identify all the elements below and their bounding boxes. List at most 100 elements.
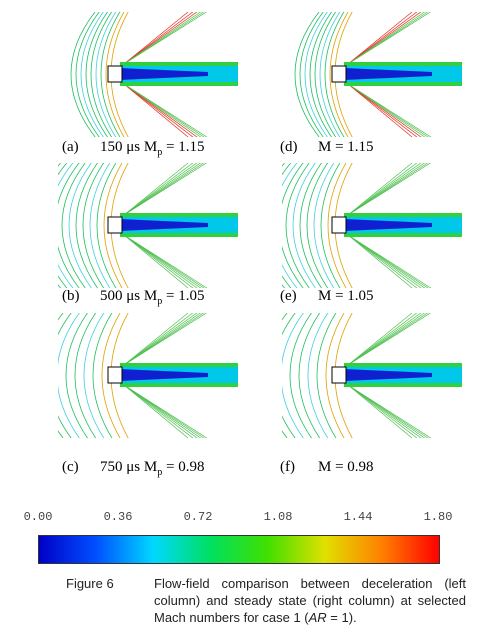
contour-line	[289, 313, 313, 438]
panel-label: (a)	[62, 139, 79, 155]
panel-caption: (f) M = 0.98	[280, 459, 374, 476]
contour-line	[61, 163, 86, 288]
contour-line	[347, 234, 413, 288]
colorbar-tick-label: 1.08	[263, 510, 293, 524]
contour-line	[123, 163, 205, 216]
body	[331, 216, 347, 234]
contour-line	[92, 313, 113, 438]
contour-line	[285, 163, 310, 288]
contour-line	[309, 12, 333, 137]
body	[331, 366, 347, 384]
contour-line	[347, 234, 418, 288]
colorbar-tick-label: 0.72	[183, 510, 213, 524]
panel-symbol: M	[143, 288, 158, 304]
contour-line	[123, 234, 194, 288]
panel-caption: (e) M = 1.05	[280, 288, 374, 305]
contour-line	[123, 313, 198, 366]
contour-plot	[282, 313, 462, 438]
panel-equals: = 0.98	[165, 459, 205, 475]
contour-line	[347, 12, 425, 65]
contour-line	[123, 163, 189, 216]
panel-label: (d)	[280, 139, 298, 155]
contour-line	[347, 234, 422, 288]
panel-text: M = 1.15	[318, 139, 374, 155]
contour-line	[347, 313, 413, 366]
contour-line	[123, 234, 189, 288]
contour-line	[313, 163, 335, 288]
panel-equals: = 1.15	[165, 139, 205, 155]
contour-line	[105, 12, 125, 137]
contour-line	[123, 12, 207, 65]
contour-line	[95, 12, 117, 137]
panel-time: 750 μs	[100, 459, 141, 475]
contour-line	[123, 234, 205, 288]
contour-line	[103, 163, 123, 288]
contour-line	[324, 12, 345, 137]
contour-line	[101, 313, 121, 438]
contour-line	[90, 12, 113, 137]
contour-line	[282, 163, 304, 288]
contour-line	[100, 12, 121, 137]
panel-time: 500 μs	[100, 288, 141, 304]
contour-line	[123, 313, 205, 366]
contour-line	[85, 12, 109, 137]
contour-line	[314, 12, 337, 137]
panel-text: M = 0.98	[318, 459, 374, 475]
contour-line	[75, 163, 99, 288]
contour-line	[58, 313, 72, 438]
contour-line	[347, 12, 422, 65]
panel-label: (f)	[280, 459, 295, 475]
contour-line	[123, 234, 208, 288]
contour-line	[123, 384, 205, 438]
contour-line	[347, 234, 432, 288]
contour-line	[123, 83, 208, 137]
contour-line	[347, 163, 413, 216]
contour-plot	[58, 163, 238, 288]
panel-caption: (d) M = 1.15	[280, 139, 374, 156]
contour-line	[58, 163, 68, 288]
contour-line	[347, 12, 413, 65]
contour-line	[347, 12, 429, 65]
contour-line	[316, 313, 337, 438]
contour-line	[123, 313, 207, 366]
panel-caption: (b) 500 μs Mp = 1.05	[62, 288, 204, 307]
contour-plot	[294, 12, 462, 137]
contour-line	[68, 163, 92, 288]
contour-line	[70, 12, 96, 137]
contour-line	[123, 234, 202, 288]
caption-label: Figure 6	[66, 576, 114, 591]
wake-core	[344, 219, 432, 231]
contour-line	[347, 313, 425, 366]
body	[331, 65, 347, 83]
contour-line	[347, 313, 418, 366]
figure-caption: Figure 6 Flow-field comparison between d…	[66, 575, 466, 626]
contour-line	[123, 83, 189, 137]
contour-line	[123, 384, 198, 438]
panel-text: M = 1.05	[318, 288, 374, 304]
contour-line	[292, 163, 316, 288]
contour-line	[347, 384, 429, 438]
colorbar	[38, 535, 440, 564]
contour-line	[347, 163, 431, 216]
panel-equals: = 1.05	[165, 288, 205, 304]
contour-line	[123, 163, 198, 216]
contour-line	[298, 313, 321, 438]
contour-line	[58, 313, 80, 438]
contour-line	[83, 313, 105, 438]
contour-line	[347, 234, 426, 288]
panel-subscript: p	[157, 296, 163, 307]
contour-line	[96, 163, 117, 288]
contour-line	[319, 12, 341, 137]
contour-line	[282, 163, 298, 288]
wake-core	[120, 369, 208, 381]
contour-line	[123, 313, 201, 366]
contour-line	[347, 384, 413, 438]
contour-line	[347, 163, 425, 216]
contour-line	[307, 313, 329, 438]
contour-line	[123, 12, 189, 65]
body	[107, 366, 123, 384]
contour-line	[347, 83, 426, 137]
contour-line	[347, 83, 422, 137]
contour-line	[123, 313, 189, 366]
panel-symbol: M	[143, 459, 158, 475]
